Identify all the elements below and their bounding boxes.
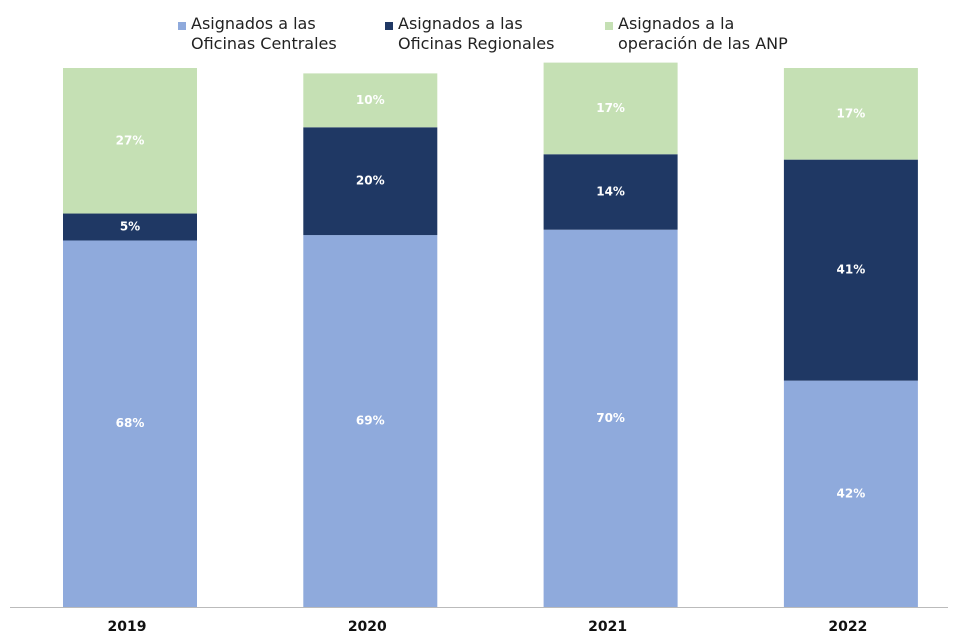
bar-segment xyxy=(783,68,918,160)
data-label: 20% xyxy=(356,174,385,188)
bar-segment xyxy=(303,127,438,236)
bar-segment xyxy=(783,159,918,381)
bar-segment xyxy=(543,62,678,155)
bar-segment xyxy=(303,73,438,128)
legend-swatch xyxy=(385,22,393,30)
x-tick-label: 2022 xyxy=(828,619,867,634)
data-label: 69% xyxy=(356,414,385,428)
data-label: 17% xyxy=(596,101,625,115)
data-label: 14% xyxy=(596,184,625,198)
data-label: 68% xyxy=(116,416,145,430)
x-tick-label: 2020 xyxy=(348,619,387,634)
legend-label: Asignados a las Oficinas Regionales xyxy=(398,14,555,53)
legend-label: Asignados a las Oficinas Centrales xyxy=(191,14,337,53)
bar-segment xyxy=(303,235,438,607)
bar-segment xyxy=(63,240,197,608)
legend-swatch xyxy=(605,22,613,30)
data-label: 27% xyxy=(116,133,145,147)
data-label: 10% xyxy=(356,93,385,107)
bar-segment xyxy=(783,380,918,607)
legend-item: Asignados a la operación de las ANP xyxy=(605,14,805,54)
legend-label: Asignados a la operación de las ANP xyxy=(618,14,788,53)
x-tick-label: 2021 xyxy=(588,619,627,634)
data-label: 42% xyxy=(837,486,866,500)
data-label: 70% xyxy=(596,411,625,425)
bar-segment xyxy=(543,229,678,607)
bar-segment xyxy=(543,154,678,230)
data-label: 5% xyxy=(120,220,140,234)
bar-segment xyxy=(63,68,197,214)
bar-segment xyxy=(63,213,197,241)
x-tick-label: 2019 xyxy=(108,619,147,634)
data-label: 17% xyxy=(837,106,866,120)
data-label: 41% xyxy=(837,263,866,277)
legend-swatch xyxy=(178,22,186,30)
legend-item: Asignados a las Oficinas Centrales xyxy=(178,14,348,54)
legend-item: Asignados a las Oficinas Regionales xyxy=(385,14,570,54)
